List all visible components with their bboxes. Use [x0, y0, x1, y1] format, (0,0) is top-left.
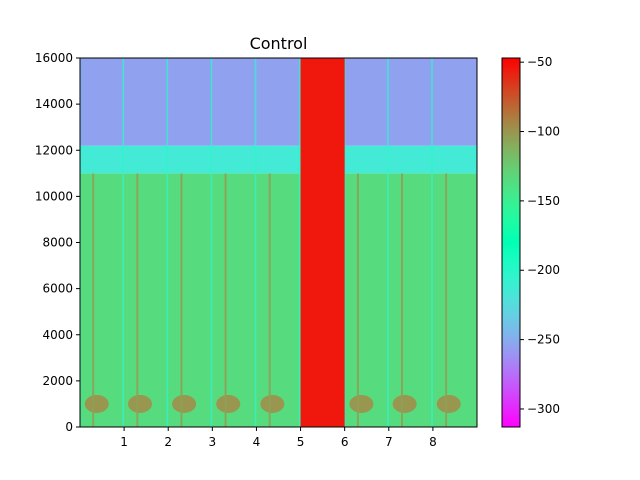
colorbar-tick-label: −200	[527, 263, 560, 277]
y-tick-label: 2000	[42, 374, 73, 388]
colorbar-tick-label: −50	[527, 55, 552, 69]
broadband-burst	[300, 58, 345, 427]
colorbar-axis: −50 −100 −150 −200 −250 −300	[520, 55, 560, 416]
y-tick-label: 16000	[35, 51, 73, 65]
low-freq-hump	[127, 394, 152, 413]
low-freq-hump	[216, 394, 241, 413]
y-axis: 0 2000 4000 6000 8000 10000 12000 14000 16000	[35, 51, 80, 434]
y-tick-label: 10000	[35, 189, 73, 203]
band-low-band	[80, 173, 477, 427]
low-freq-hump	[436, 394, 461, 413]
x-tick-label: 2	[164, 435, 172, 449]
colorbar	[501, 57, 521, 428]
colorbar-tick-label: −100	[527, 125, 560, 139]
x-axis: 1 2 3 4 5 6 7 8	[120, 427, 437, 449]
y-tick-label: 8000	[42, 236, 73, 250]
band-transition-band	[80, 145, 477, 174]
colorbar-tick-label: −250	[527, 333, 560, 347]
y-tick-label: 0	[65, 420, 73, 434]
chart-title: Control	[250, 34, 308, 53]
plot-area	[80, 58, 477, 427]
x-tick-label: 6	[341, 435, 349, 449]
x-tick-label: 3	[209, 435, 217, 449]
low-freq-hump	[172, 394, 197, 413]
y-tick-label: 14000	[35, 97, 73, 111]
low-freq-hump	[84, 394, 109, 413]
x-tick-label: 5	[297, 435, 305, 449]
x-tick-label: 4	[253, 435, 261, 449]
y-tick-label: 12000	[35, 143, 73, 157]
x-tick-label: 7	[385, 435, 393, 449]
y-tick-label: 4000	[42, 328, 73, 342]
band-high-band	[80, 58, 477, 146]
y-tick-label: 6000	[42, 282, 73, 296]
colorbar-tick-label: −300	[527, 402, 560, 416]
low-freq-hump	[260, 394, 285, 413]
x-tick-label: 1	[120, 435, 128, 449]
x-tick-label: 8	[429, 435, 437, 449]
low-freq-hump	[349, 394, 374, 413]
low-freq-hump	[392, 394, 417, 413]
colorbar-tick-label: −150	[527, 194, 560, 208]
